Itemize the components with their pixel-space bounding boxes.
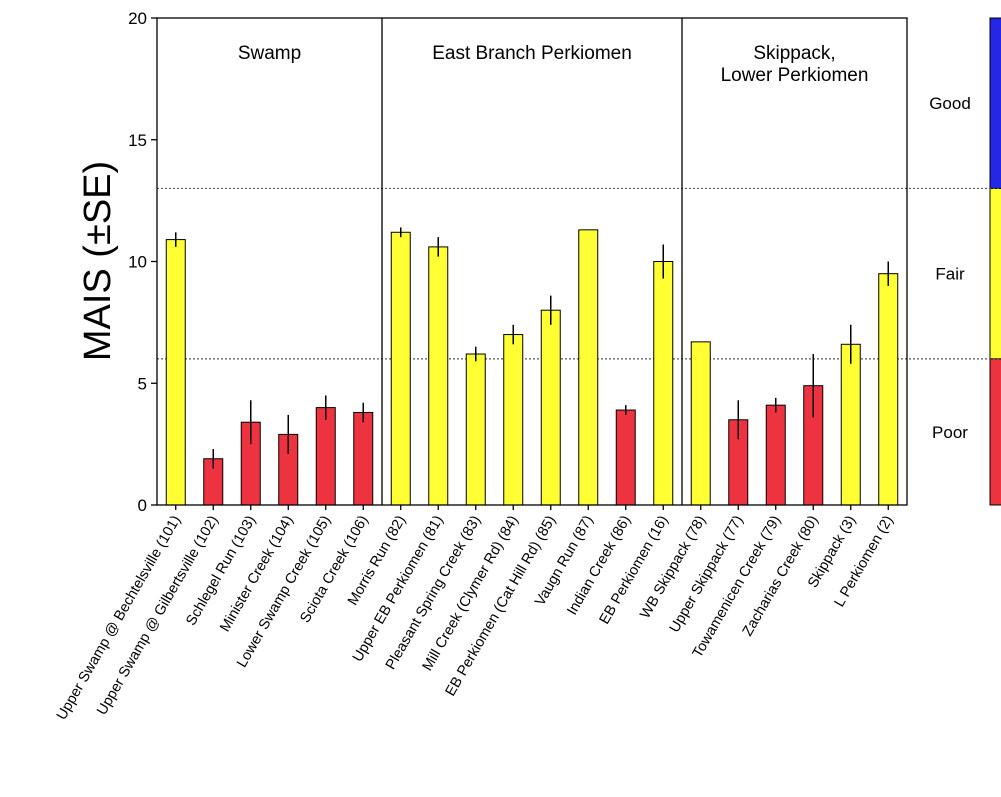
rating-band-poor	[989, 358, 1001, 506]
y-tick-label: 15	[128, 131, 147, 150]
bar	[878, 273, 899, 506]
group-label: Skippack,	[753, 43, 835, 64]
bar	[165, 239, 186, 506]
rating-band-fair	[989, 187, 1001, 360]
bar	[390, 231, 411, 506]
rating-label-poor: Poor	[932, 423, 968, 442]
group-label: Swamp	[238, 43, 301, 64]
x-tick-label: EB Perkiomen (16)	[597, 513, 672, 627]
bar	[503, 334, 524, 506]
bar	[465, 353, 486, 506]
y-tick-label: 0	[138, 496, 147, 515]
x-tick-label: Sciota Creek (106)	[297, 513, 371, 626]
bar	[765, 404, 786, 506]
group-label: East Branch Perkiomen	[432, 43, 632, 64]
x-axis-labels: Upper Swamp @ Bechtelsville (101)Upper S…	[54, 505, 897, 723]
bar	[540, 309, 561, 506]
group-dividers	[381, 18, 683, 505]
x-tick-label: Schlegel Run (103)	[183, 513, 259, 629]
rating-legend: Good Fair Poor	[929, 17, 1001, 506]
bar	[578, 229, 599, 506]
rating-label-good: Good	[929, 94, 971, 113]
bar	[690, 341, 711, 506]
bar	[615, 409, 636, 506]
bar	[353, 411, 374, 506]
rating-label-fair: Fair	[935, 265, 965, 284]
bars	[165, 227, 899, 506]
plot-frame	[156, 17, 908, 506]
bar	[428, 246, 449, 506]
bar	[653, 261, 674, 506]
rating-band-good	[989, 17, 1001, 189]
group-label: Lower Perkiomen	[721, 65, 869, 86]
y-axis-title: MAIS (±SE)	[77, 161, 119, 361]
y-axis-ticks: 0 5 10 15 20	[128, 9, 157, 515]
y-tick-label: 10	[128, 253, 147, 272]
y-tick-label: 5	[138, 374, 147, 393]
bar	[315, 407, 336, 506]
group-labels: Swamp East Branch Perkiomen Skippack,Lower…	[238, 43, 869, 86]
bar	[840, 343, 861, 506]
y-tick-label: 20	[128, 9, 147, 28]
